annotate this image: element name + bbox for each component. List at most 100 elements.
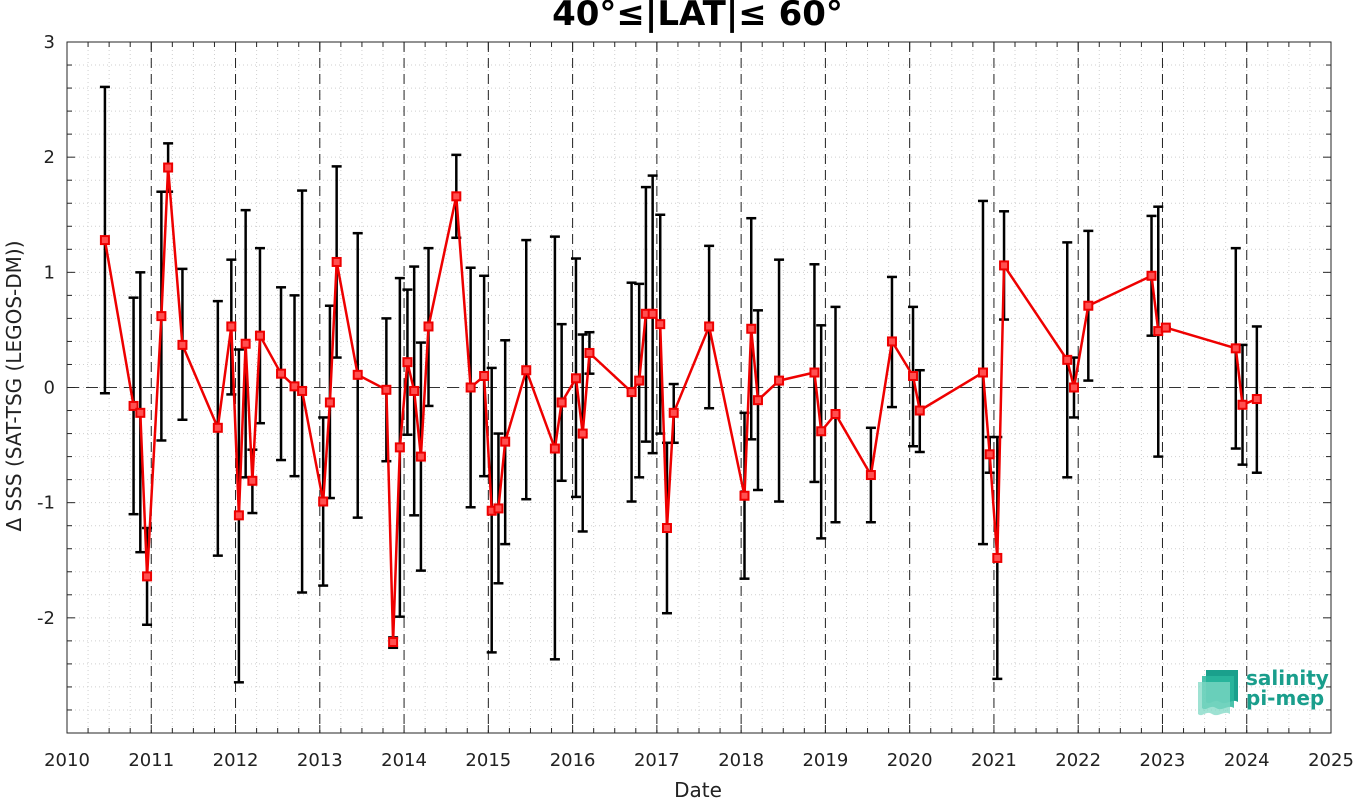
wave-logo-icon [1198, 670, 1238, 716]
data-point [1083, 300, 1094, 311]
data-point [493, 503, 504, 514]
x-tick-label: 2017 [634, 750, 680, 771]
data-point [394, 442, 405, 453]
data-point [388, 637, 399, 648]
x-tick-label: 2024 [1224, 750, 1270, 771]
logo-line-1: salinity [1246, 666, 1329, 690]
data-point [156, 311, 167, 322]
data-point [479, 370, 490, 381]
data-point [226, 321, 237, 332]
data-point [1230, 343, 1241, 354]
data-point [240, 338, 251, 349]
data-point [99, 235, 110, 246]
data-point [142, 571, 153, 582]
x-axis-label: Date [674, 778, 722, 802]
x-tick-label: 2022 [1055, 750, 1101, 771]
data-point [1237, 399, 1248, 410]
x-tick-label: 2010 [44, 750, 90, 771]
data-point [984, 449, 995, 460]
y-tick-label: 2 [44, 147, 55, 168]
data-point [809, 367, 820, 378]
data-point [830, 408, 841, 419]
data-point [816, 426, 827, 437]
chart-title: 40°≤|LAT|≤ 60° [552, 0, 843, 34]
logo-line-2: pi-mep [1246, 686, 1325, 710]
data-point [634, 375, 645, 386]
data-point [423, 321, 434, 332]
y-tick-label: -2 [37, 608, 55, 629]
data-point [584, 347, 595, 358]
data-point [626, 387, 637, 398]
data-point [409, 385, 420, 396]
y-axis-label: Δ SSS (SAT-TSG (LEGOS-DM)) [2, 240, 26, 532]
x-tick-label: 2016 [550, 750, 596, 771]
data-point [668, 407, 679, 418]
x-tick-label: 2025 [1308, 750, 1354, 771]
salinity-pi-mep-logo: salinity pi-mep [1196, 668, 1336, 718]
data-point [415, 451, 426, 462]
x-tick-label: 2012 [213, 750, 259, 771]
data-point [212, 422, 223, 433]
data-point [331, 256, 342, 267]
data-point [318, 496, 329, 507]
tick-labels: 2010 2011 2012 2013 2014 2015 2016 2017 2018 2019… [37, 32, 1354, 771]
data-point [739, 490, 750, 501]
data-point [774, 375, 785, 386]
data-point [381, 384, 392, 395]
data-point [1062, 354, 1073, 365]
data-point [297, 385, 308, 396]
data-point [655, 319, 666, 330]
data-point [556, 397, 567, 408]
data-point [402, 357, 413, 368]
data-point [908, 370, 919, 381]
data-point [992, 552, 1003, 563]
data-point [1160, 322, 1171, 333]
x-tick-label: 2023 [1140, 750, 1186, 771]
data-point [352, 369, 363, 380]
data-point [999, 260, 1010, 271]
data-point [752, 395, 763, 406]
x-tick-label: 2011 [128, 750, 174, 771]
data-point [570, 373, 581, 384]
x-tick-label: 2015 [465, 750, 511, 771]
x-tick-label: 2018 [718, 750, 764, 771]
data-point [661, 523, 672, 534]
y-tick-label: 3 [44, 32, 55, 53]
data-point [128, 400, 139, 411]
data-point [451, 191, 462, 202]
data-point [704, 321, 715, 332]
data-point [865, 470, 876, 481]
data-point [914, 405, 925, 416]
data-point [1068, 382, 1079, 393]
data-point [254, 330, 265, 341]
error-bars [99, 85, 1262, 684]
x-tick-label: 2021 [971, 750, 1017, 771]
data-point [521, 365, 532, 376]
y-tick-label: 0 [44, 378, 55, 399]
data-point [233, 510, 244, 521]
x-tick-label: 2014 [381, 750, 427, 771]
data-point [549, 443, 560, 454]
data-point [1146, 270, 1157, 281]
data-point [1251, 394, 1262, 405]
x-tick-label: 2013 [297, 750, 343, 771]
data-point [647, 308, 658, 319]
data-markers [99, 162, 1262, 648]
axes [66, 41, 1332, 734]
data-point [247, 475, 258, 486]
data-point [577, 428, 588, 439]
data-point [276, 368, 287, 379]
data-point [163, 162, 174, 173]
data-point [886, 336, 897, 347]
data-point [135, 407, 146, 418]
x-tick-label: 2020 [887, 750, 933, 771]
data-point [500, 436, 511, 447]
data-point [746, 323, 757, 334]
data-point [324, 397, 335, 408]
x-tick-label: 2019 [802, 750, 848, 771]
data-point [177, 339, 188, 350]
y-tick-label: -1 [37, 493, 55, 514]
y-tick-label: 1 [44, 262, 55, 283]
data-point [465, 382, 476, 393]
